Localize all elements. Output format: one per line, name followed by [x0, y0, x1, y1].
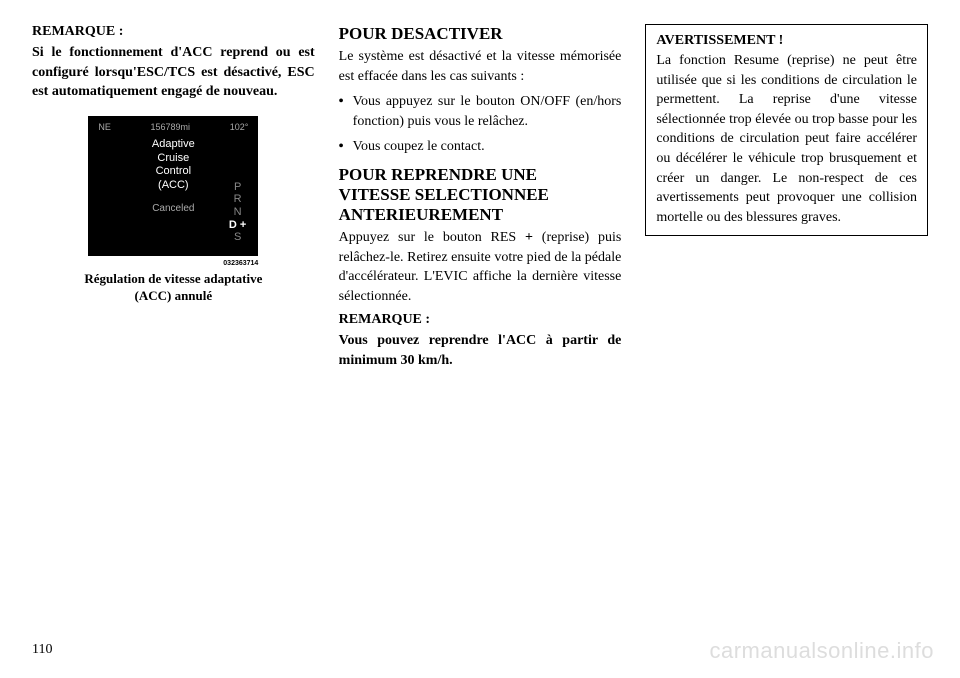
odometer-value: 156789mi — [151, 122, 191, 132]
warning-box: AVERTISSEMENT ! La fonction Resume (repr… — [645, 24, 928, 236]
heading-desactiver: POUR DESACTIVER — [339, 24, 622, 44]
display-line-1: Adaptive — [94, 138, 252, 152]
gear-r: R — [229, 193, 246, 206]
compass-value: NE — [98, 122, 111, 132]
heading-reprendre: POUR REPRENDRE UNE VITESSE SELECTIONNEE … — [339, 165, 622, 225]
remarque-label-2: REMARQUE : — [339, 312, 622, 328]
desactiver-intro: Le système est désactivé et la vitesse m… — [339, 47, 622, 86]
desactiver-list: Vous appuyez sur le bouton ON/OFF (en/ho… — [339, 92, 622, 157]
remarque-body: Si le fonctionnement d'ACC re­prend ou e… — [32, 43, 315, 102]
display-top-row: NE 156789mi 102° — [94, 122, 252, 132]
gear-s: S — [229, 231, 246, 244]
gear-indicator: P R N D + S — [229, 181, 246, 244]
page-columns: REMARQUE : Si le fonctionnement d'ACC re… — [32, 24, 928, 385]
reprendre-body: Appuyez sur le bouton RES + (re­prise) p… — [339, 228, 622, 306]
column-2: POUR DESACTIVER Le système est désactivé… — [339, 24, 622, 385]
page-number: 110 — [32, 642, 52, 658]
figure-caption: Régulation de vitesse adaptative (ACC) a… — [32, 271, 315, 305]
temperature-value: 102° — [230, 122, 249, 132]
gear-n: N — [229, 206, 246, 219]
remarque-body-2: Vous pouvez reprendre l'ACC à partir de … — [339, 331, 622, 370]
bullet-item-2: Vous coupez le contact. — [339, 137, 622, 157]
gear-d: D + — [229, 219, 246, 232]
watermark: carmanualsonline.info — [709, 638, 934, 664]
display-line-2: Cruise — [94, 152, 252, 166]
figure-id: 032363714 — [88, 260, 258, 267]
remarque-label: REMARQUE : — [32, 24, 315, 40]
warning-title: AVERTISSEMENT ! — [656, 33, 917, 49]
column-3: AVERTISSEMENT ! La fonction Resume (repr… — [645, 24, 928, 385]
column-1: REMARQUE : Si le fonctionnement d'ACC re… — [32, 24, 315, 385]
gear-p: P — [229, 181, 246, 194]
warning-text: La fonction Resume (reprise) ne peut êtr… — [656, 51, 917, 227]
bullet-item-1: Vous appuyez sur le bouton ON/OFF (en/ho… — [339, 92, 622, 131]
display-line-3: Control — [94, 165, 252, 179]
dashboard-display: NE 156789mi 102° Adaptive Cruise Control… — [88, 116, 258, 256]
acc-display-figure: NE 156789mi 102° Adaptive Cruise Control… — [32, 116, 315, 305]
